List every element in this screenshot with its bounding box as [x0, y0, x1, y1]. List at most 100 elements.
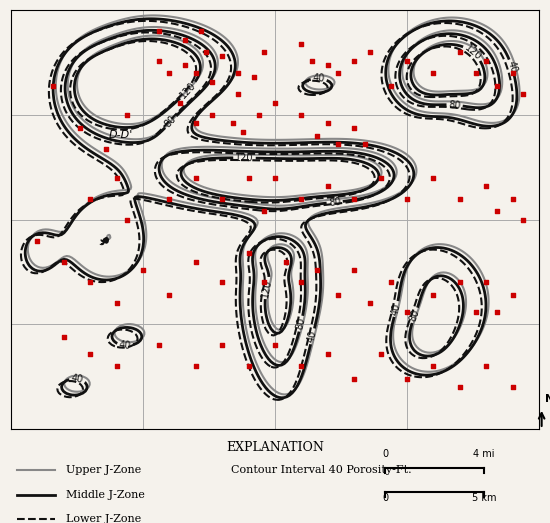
- Point: [350, 195, 359, 203]
- Point: [455, 278, 464, 287]
- Point: [387, 82, 395, 90]
- Point: [429, 174, 438, 182]
- Point: [297, 195, 306, 203]
- Point: [492, 207, 501, 215]
- Point: [75, 123, 84, 132]
- Text: Middle J-Zone: Middle J-Zone: [66, 490, 145, 499]
- Point: [112, 362, 121, 370]
- Point: [218, 52, 227, 61]
- Point: [471, 308, 480, 316]
- Point: [508, 383, 517, 391]
- Point: [139, 266, 147, 274]
- Point: [403, 308, 411, 316]
- Point: [260, 48, 269, 56]
- Point: [492, 82, 501, 90]
- Text: 40: 40: [312, 73, 325, 84]
- Point: [191, 257, 200, 266]
- Point: [519, 90, 527, 98]
- Point: [366, 48, 375, 56]
- Point: [429, 291, 438, 299]
- Point: [244, 362, 253, 370]
- Point: [165, 69, 174, 77]
- Point: [482, 278, 491, 287]
- Point: [244, 174, 253, 182]
- Point: [376, 349, 385, 358]
- Point: [482, 182, 491, 190]
- Point: [455, 48, 464, 56]
- Point: [191, 174, 200, 182]
- Point: [86, 195, 95, 203]
- Point: [207, 111, 216, 119]
- Point: [334, 69, 343, 77]
- Point: [112, 299, 121, 308]
- Point: [250, 73, 258, 82]
- Point: [218, 278, 227, 287]
- Point: [86, 278, 95, 287]
- Text: 80: 80: [295, 316, 307, 331]
- Point: [123, 111, 131, 119]
- Point: [403, 56, 411, 65]
- Point: [181, 36, 190, 44]
- Point: [508, 69, 517, 77]
- Point: [49, 82, 58, 90]
- Point: [271, 98, 279, 107]
- Text: 120: 120: [463, 43, 483, 62]
- Point: [202, 48, 211, 56]
- Point: [323, 182, 332, 190]
- Point: [482, 56, 491, 65]
- Text: D-D': D-D': [109, 130, 133, 140]
- Point: [366, 299, 375, 308]
- Point: [403, 374, 411, 383]
- Point: [429, 69, 438, 77]
- Point: [281, 257, 290, 266]
- Point: [297, 278, 306, 287]
- Point: [323, 119, 332, 128]
- Point: [376, 174, 385, 182]
- Text: 80: 80: [408, 308, 421, 323]
- Point: [155, 341, 163, 349]
- Point: [323, 349, 332, 358]
- Point: [191, 362, 200, 370]
- Point: [350, 266, 359, 274]
- Point: [260, 278, 269, 287]
- Point: [191, 69, 200, 77]
- Text: 4 mi: 4 mi: [473, 449, 495, 459]
- Point: [350, 374, 359, 383]
- Point: [297, 111, 306, 119]
- Text: 0: 0: [382, 449, 388, 459]
- Point: [350, 56, 359, 65]
- Point: [508, 291, 517, 299]
- Point: [218, 195, 227, 203]
- Point: [297, 40, 306, 48]
- Point: [191, 119, 200, 128]
- Point: [271, 341, 279, 349]
- Point: [244, 249, 253, 257]
- Text: 120: 120: [178, 80, 198, 100]
- Text: Lower J-Zone: Lower J-Zone: [66, 515, 141, 523]
- Point: [102, 144, 111, 153]
- Point: [165, 291, 174, 299]
- Text: 80: 80: [448, 99, 461, 110]
- Point: [387, 278, 395, 287]
- Point: [197, 27, 206, 36]
- Point: [323, 61, 332, 69]
- Text: N: N: [546, 394, 550, 404]
- Text: 40: 40: [505, 60, 519, 75]
- Point: [455, 195, 464, 203]
- Point: [471, 69, 480, 77]
- Text: 40: 40: [390, 302, 403, 316]
- Point: [239, 128, 248, 136]
- Point: [228, 119, 237, 128]
- Point: [455, 383, 464, 391]
- Point: [234, 69, 243, 77]
- Point: [334, 140, 343, 149]
- Point: [508, 195, 517, 203]
- Point: [297, 362, 306, 370]
- Text: 80: 80: [328, 197, 342, 208]
- Text: 40: 40: [306, 329, 319, 344]
- Point: [482, 362, 491, 370]
- Point: [519, 215, 527, 224]
- Point: [181, 61, 190, 69]
- Point: [155, 56, 163, 65]
- Text: 40: 40: [70, 373, 84, 385]
